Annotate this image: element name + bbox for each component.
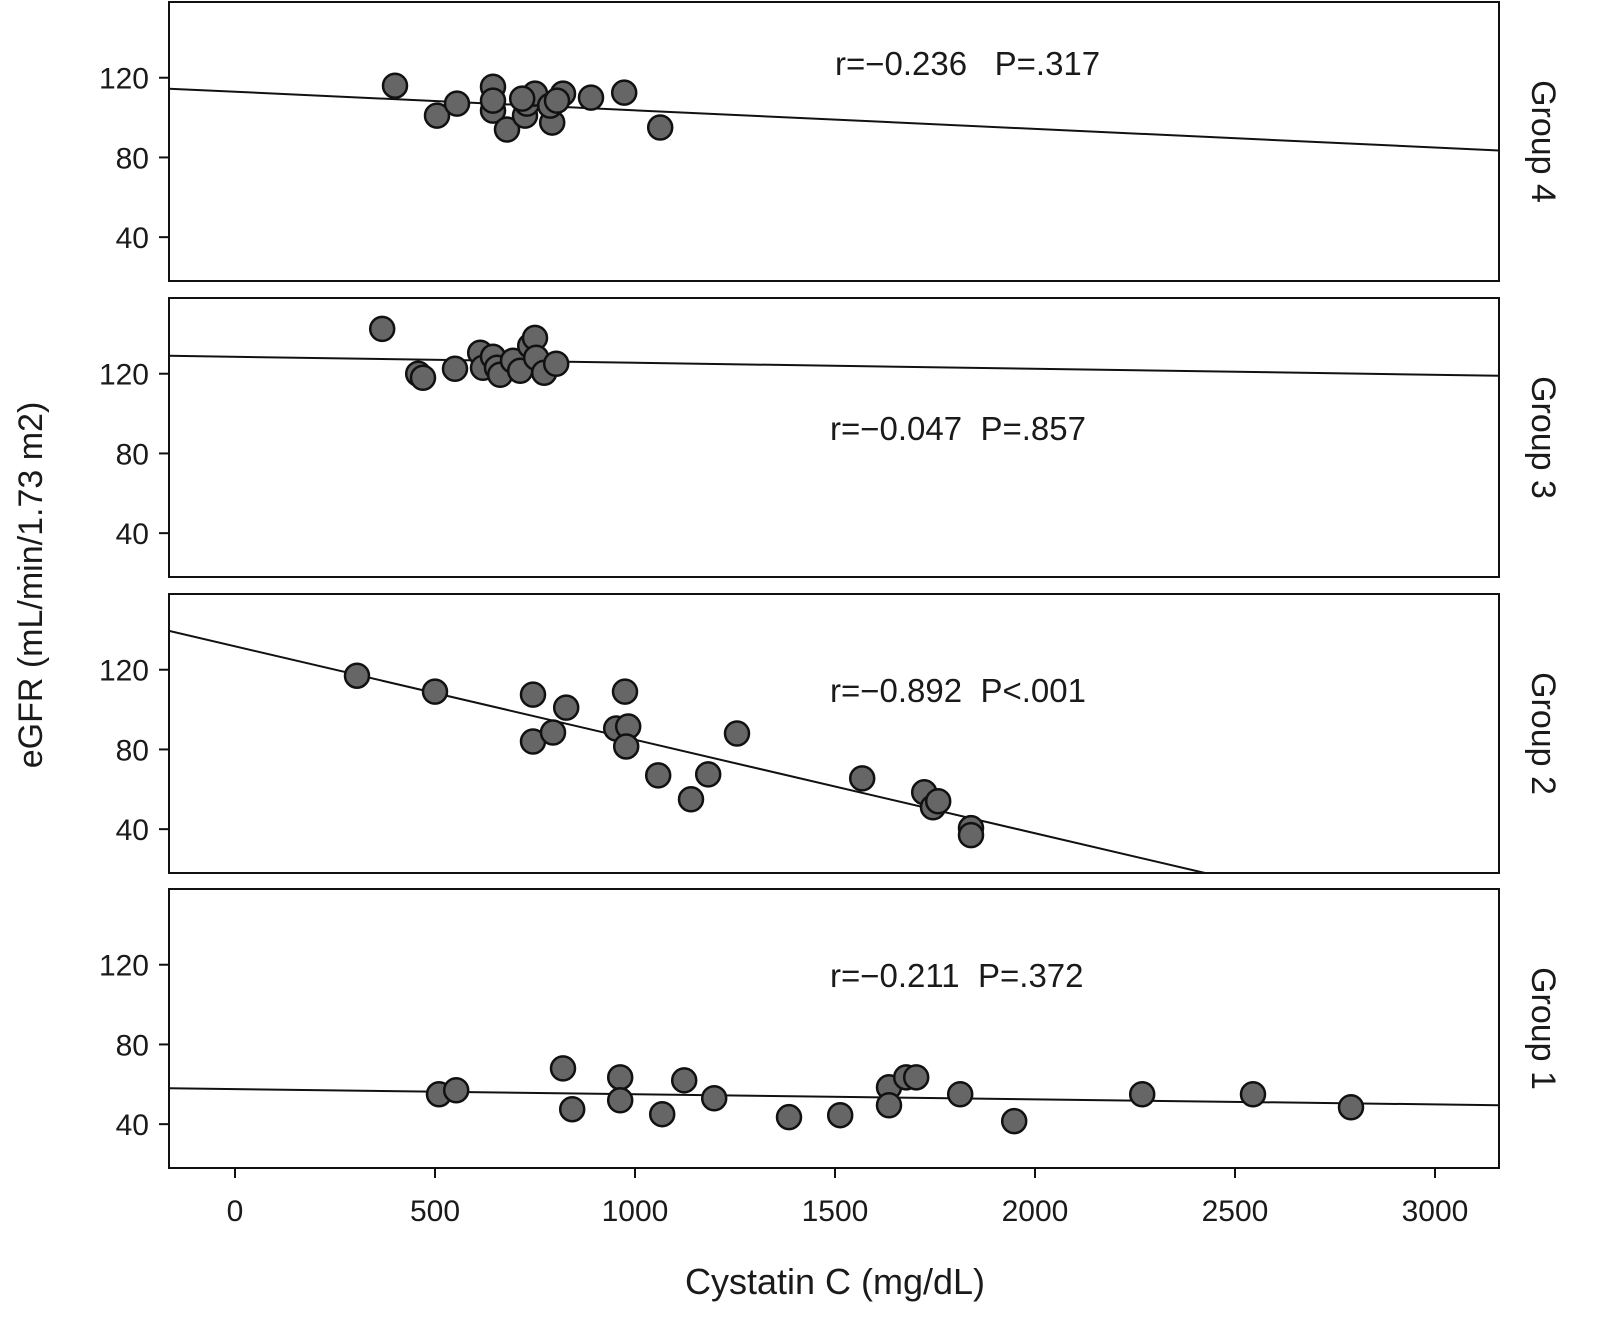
group-label: Group 4 (1524, 80, 1562, 203)
panel-group-1: 40 80 120 r=−0.211 P=.372 Group 1 (99, 888, 1562, 1169)
y-tick-label: 120 (99, 63, 149, 96)
data-point (848, 765, 876, 792)
data-point (775, 1103, 803, 1131)
data-point (694, 761, 722, 788)
panel-frame (168, 593, 1500, 874)
data-point (648, 1100, 676, 1128)
data-point (670, 1067, 698, 1094)
data-point (442, 1077, 470, 1104)
data-point (543, 87, 571, 114)
data-point (644, 762, 672, 789)
data-point (700, 1085, 728, 1112)
correlation-annotation: r=−0.211 P=.372 (830, 957, 1084, 994)
data-point (479, 87, 507, 114)
y-tick-label: 40 (116, 1109, 149, 1142)
data-point (875, 1091, 903, 1119)
data-point (409, 364, 437, 391)
panel-group-3: 40 80 120 r=−0.047 P=.857 Group 3 (99, 297, 1562, 578)
data-point (677, 786, 705, 813)
data-point (612, 733, 640, 760)
panel-group-2: 40 80 120 r=−0.892 P<.001 Group 2 (99, 593, 1562, 874)
data-point (577, 84, 605, 111)
x-tick-label: 1500 (802, 1195, 869, 1228)
x-tick-label: 500 (410, 1195, 460, 1228)
x-tick-label: 0 (227, 1195, 244, 1228)
data-point (723, 720, 751, 747)
data-point (443, 90, 471, 117)
data-point (611, 678, 639, 705)
y-tick-label: 120 (99, 655, 149, 688)
x-tick-label: 2500 (1202, 1195, 1269, 1228)
fit-line (169, 87, 1499, 152)
data-point (421, 678, 449, 705)
y-tick-label: 40 (116, 222, 149, 255)
data-point (606, 1064, 634, 1091)
group-label: Group 3 (1524, 376, 1562, 499)
data-point (423, 102, 451, 129)
x-tick-label: 2000 (1002, 1195, 1069, 1228)
data-point (606, 1086, 634, 1114)
correlation-annotation: r=−0.047 P=.857 (830, 410, 1086, 447)
data-point (549, 1055, 577, 1082)
y-tick-label: 80 (116, 734, 149, 767)
y-tick-label: 40 (116, 814, 149, 847)
panel-frame (168, 297, 1500, 578)
data-point (1000, 1107, 1028, 1135)
x-tick-label: 1000 (602, 1195, 669, 1228)
data-point (646, 114, 674, 141)
y-tick-label: 120 (99, 950, 149, 983)
y-tick-label: 80 (116, 142, 149, 175)
group-label: Group 1 (1524, 967, 1562, 1090)
data-point (924, 788, 952, 815)
fit-line (169, 1087, 1499, 1107)
y-axis-label: eGFR (mL/min/1.73 m2) (12, 402, 50, 769)
fit-line (169, 354, 1499, 377)
data-point (493, 116, 521, 143)
data-point (1337, 1093, 1365, 1121)
data-point (441, 355, 469, 382)
x-tick-label: 3000 (1402, 1195, 1469, 1228)
correlation-annotation: r=−0.236 P=.317 (835, 45, 1100, 82)
data-point (1239, 1081, 1267, 1108)
y-tick-label: 120 (99, 359, 149, 392)
data-point (519, 681, 547, 708)
data-point (552, 694, 580, 721)
data-point (539, 719, 567, 746)
data-point (610, 79, 638, 106)
data-point (558, 1095, 586, 1123)
data-point (957, 821, 985, 849)
data-point (902, 1064, 930, 1091)
data-point (1128, 1081, 1156, 1108)
y-tick-label: 40 (116, 518, 149, 551)
data-point (826, 1101, 854, 1129)
data-point (542, 350, 570, 378)
data-point (508, 85, 536, 112)
y-tick-label: 80 (116, 438, 149, 471)
panel-frame (168, 1, 1500, 282)
correlation-annotation: r=−0.892 P<.001 (830, 672, 1086, 709)
data-point (343, 662, 371, 689)
panel-group-4: 40 80 120 r=−0.236 P=.317 Group 4 (99, 1, 1562, 282)
group-label: Group 2 (1524, 672, 1562, 795)
data-point (946, 1081, 974, 1108)
data-point (368, 315, 396, 343)
y-tick-label: 80 (116, 1029, 149, 1062)
x-axis-label: Cystatin C (mg/dL) (685, 1261, 985, 1302)
fit-line (169, 629, 1206, 873)
data-point (381, 72, 409, 99)
